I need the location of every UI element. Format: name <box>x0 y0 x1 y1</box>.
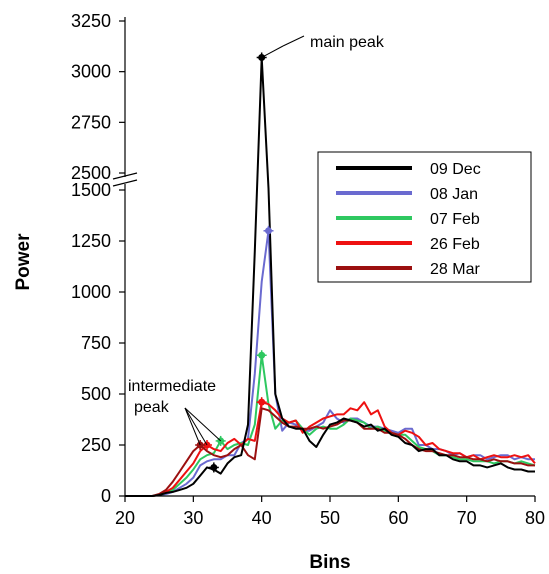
series-line-28-mar <box>125 407 535 497</box>
main-peak-leader <box>261 45 284 58</box>
axis-break-mark <box>112 179 138 187</box>
axis-break-mark <box>112 172 138 180</box>
legend-label: 26 Feb <box>430 236 480 253</box>
intermediate-peak-annotation-line2: peak <box>134 399 170 416</box>
x-tick-label: 70 <box>457 508 477 528</box>
y-tick-label: 1500 <box>71 180 111 200</box>
x-tick-label: 80 <box>525 508 545 528</box>
x-tick-label: 30 <box>183 508 203 528</box>
intermediate-peak-leader <box>184 407 201 446</box>
series-line-26-feb <box>125 401 536 497</box>
y-tick-label: 250 <box>81 435 111 455</box>
y-tick-label: 2750 <box>71 112 111 132</box>
x-tick-label: 40 <box>252 508 272 528</box>
x-tick-label: 60 <box>388 508 408 528</box>
legend: 09 Dec 08 Jan 07 Feb 26 Feb 28 Mar <box>317 151 532 283</box>
x-axis-title: Bins <box>309 552 350 573</box>
y-tick-label: 2500 <box>71 163 111 183</box>
legend-label: 09 Dec <box>430 161 481 178</box>
y-tick-label: 3000 <box>71 62 111 82</box>
y-tick-label: 1000 <box>71 282 111 302</box>
y-tick-label: 3250 <box>71 11 111 31</box>
x-axis-ticks: 20 30 40 50 60 70 80 <box>115 496 545 528</box>
y-tick-label: 750 <box>81 333 111 353</box>
series-line-07-feb <box>125 354 536 497</box>
intermediate-peak-annotation-line1: intermediate <box>128 378 216 395</box>
x-tick-label: 20 <box>115 508 135 528</box>
y-tick-label: 500 <box>81 384 111 404</box>
legend-label: 08 Jan <box>430 186 478 203</box>
series-line-09-dec <box>125 56 535 497</box>
legend-label: 07 Feb <box>430 211 480 228</box>
annotations: main peak intermediate peak <box>128 34 385 446</box>
legend-label: 28 Mar <box>430 261 480 278</box>
y-axis-title: Power <box>13 233 34 291</box>
main-peak-leader <box>282 35 305 47</box>
y-tick-label: 1250 <box>71 231 111 251</box>
main-peak-annotation: main peak <box>310 34 385 51</box>
y-tick-label: 0 <box>101 486 111 506</box>
intermediate-peak-leader <box>184 407 222 442</box>
x-tick-label: 50 <box>320 508 340 528</box>
intermediate-peak-leader <box>184 407 208 446</box>
annotation-leader-lines <box>184 35 305 446</box>
series-lines <box>125 56 536 497</box>
